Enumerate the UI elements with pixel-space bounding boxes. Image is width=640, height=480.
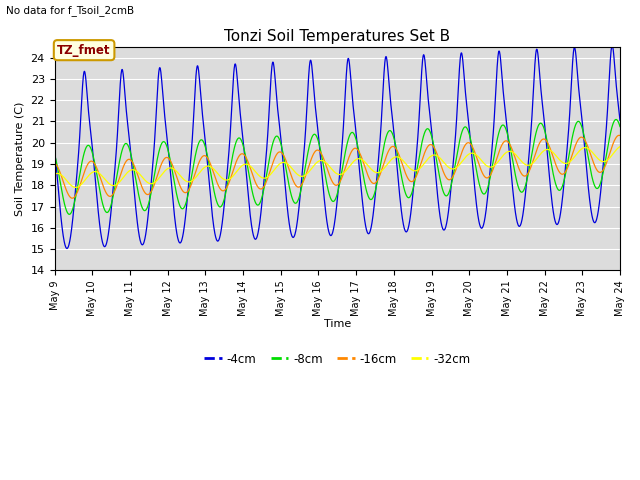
Line: -8cm: -8cm — [54, 120, 620, 215]
-4cm — [608, 43, 616, 48]
-8cm — [209, 180, 216, 186]
-16cm — [616, 132, 624, 138]
-4cm — [566, 102, 574, 108]
-32cm — [366, 165, 374, 171]
-32cm — [354, 156, 362, 162]
-32cm — [72, 184, 79, 190]
-32cm — [582, 145, 590, 151]
-8cm — [612, 117, 620, 122]
-16cm — [502, 138, 509, 144]
-4cm — [354, 149, 362, 155]
-4cm — [366, 228, 374, 234]
X-axis label: Time: Time — [324, 319, 351, 329]
-8cm — [354, 144, 362, 149]
-32cm — [209, 165, 216, 171]
-8cm — [366, 196, 374, 202]
-16cm — [354, 147, 362, 153]
-16cm — [366, 177, 374, 183]
-8cm — [65, 212, 73, 217]
-32cm — [566, 158, 574, 164]
Line: -16cm: -16cm — [54, 135, 620, 198]
-32cm — [616, 144, 624, 149]
Legend: -4cm, -8cm, -16cm, -32cm: -4cm, -8cm, -16cm, -32cm — [200, 348, 475, 370]
-4cm — [582, 159, 590, 165]
Y-axis label: Soil Temperature (C): Soil Temperature (C) — [15, 101, 25, 216]
-16cm — [68, 195, 76, 201]
-4cm — [63, 246, 70, 252]
-4cm — [502, 113, 509, 119]
-16cm — [582, 139, 590, 145]
-4cm — [51, 145, 58, 151]
Text: No data for f_Tsoil_2cmB: No data for f_Tsoil_2cmB — [6, 5, 134, 16]
-16cm — [616, 132, 623, 138]
-8cm — [566, 145, 574, 151]
-8cm — [582, 142, 590, 148]
-16cm — [51, 160, 58, 166]
Line: -4cm: -4cm — [54, 46, 620, 249]
-16cm — [566, 158, 574, 164]
Text: TZ_fmet: TZ_fmet — [58, 44, 111, 57]
-32cm — [502, 150, 509, 156]
-8cm — [616, 124, 624, 130]
-16cm — [209, 167, 216, 172]
-8cm — [502, 126, 509, 132]
Line: -32cm: -32cm — [54, 146, 620, 187]
-4cm — [616, 118, 624, 123]
Title: Tonzi Soil Temperatures Set B: Tonzi Soil Temperatures Set B — [224, 29, 451, 44]
-4cm — [209, 214, 216, 219]
-8cm — [51, 151, 58, 157]
-32cm — [51, 171, 58, 177]
